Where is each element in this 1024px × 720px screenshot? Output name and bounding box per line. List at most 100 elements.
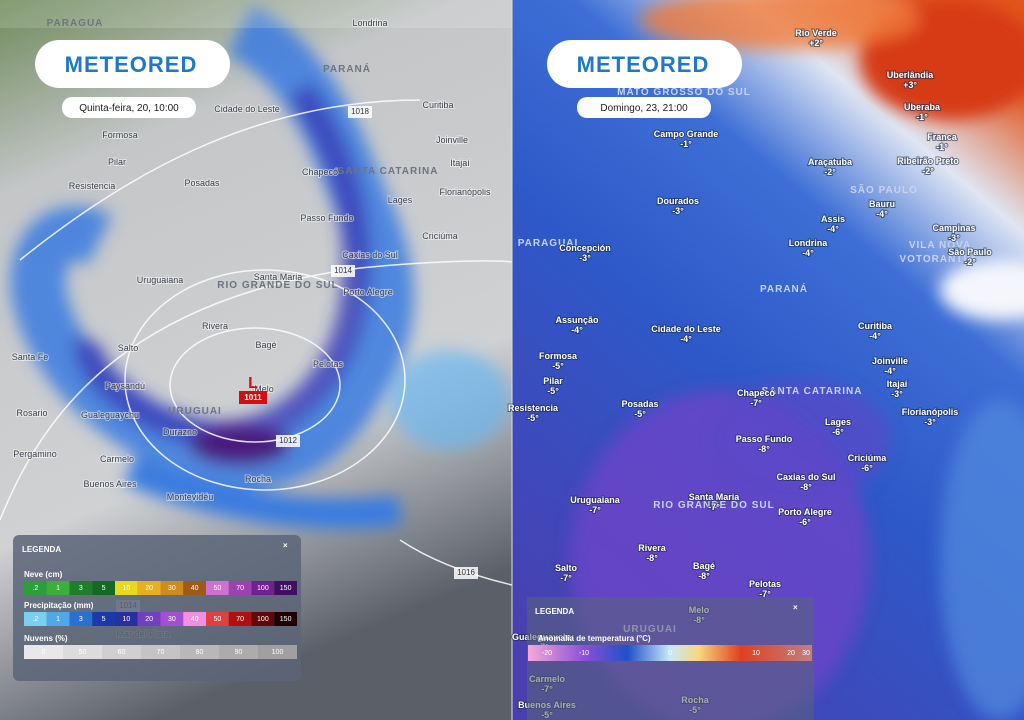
- place-temp: -7°: [589, 505, 601, 515]
- place-temp: -2°: [964, 257, 976, 267]
- labels: METEORED Quinta-feira, 20, 10:00 METEORED D…: [11, 17, 993, 720]
- place-label: Pergamino: [13, 449, 57, 459]
- place-label: Rocha: [245, 474, 271, 484]
- legend-swatch: [160, 581, 184, 595]
- place-label: Uruguaiana: [137, 275, 184, 285]
- place-label: Campinas: [932, 223, 975, 233]
- logo-box: [547, 40, 742, 88]
- isobar-tag: [454, 567, 478, 579]
- place-label: Uruguaiana: [570, 495, 621, 505]
- anomaly-field: [570, 0, 1024, 720]
- isobar-label: 1012: [279, 436, 297, 445]
- place-label: Pelotas: [749, 579, 781, 589]
- place-label: Dourados: [657, 196, 699, 206]
- legend-value: .2: [32, 585, 38, 592]
- place-temp: -3°: [579, 253, 591, 263]
- place-label: Itajaí: [887, 379, 908, 389]
- legend-swatch: [183, 612, 206, 626]
- legend-value: 70: [236, 585, 244, 592]
- place-temp: -6°: [799, 517, 811, 527]
- legend-value: 3: [79, 616, 83, 623]
- place-label: Bauru: [869, 199, 895, 209]
- date-pill: [62, 97, 196, 118]
- place-temp: -8°: [800, 482, 812, 492]
- legend-value: 30: [168, 585, 176, 592]
- place-temp: -6°: [861, 463, 873, 473]
- legend-swatch: [228, 581, 252, 595]
- date-pill: [577, 97, 711, 118]
- place-temp: -8°: [646, 553, 658, 563]
- place-temp: -5°: [527, 413, 539, 423]
- place-label: Londrina: [789, 238, 828, 248]
- place-temp: -2°: [824, 167, 836, 177]
- legend-value: 70: [236, 616, 244, 623]
- legend-swatch: [251, 581, 275, 595]
- isobar-label: 1014: [334, 266, 352, 275]
- legend-value: 1: [56, 585, 60, 592]
- place-label: Londrina: [352, 18, 387, 28]
- legend-gradient: [528, 645, 812, 661]
- place-label: Chapecó: [302, 167, 338, 177]
- place-label: Bagé: [693, 561, 715, 571]
- place-temp: -4°: [876, 209, 888, 219]
- legend-value: 100: [272, 649, 284, 656]
- region-label: RIO GRANDE DO SUL: [217, 280, 338, 291]
- place-temp: -4°: [884, 366, 896, 376]
- legend-swatch: [274, 612, 297, 626]
- place-label: Concepción: [559, 243, 611, 253]
- place-label: Ribeirão Preto: [897, 156, 959, 166]
- region-label: URUGUAI: [168, 406, 222, 417]
- legend-panel: [13, 535, 301, 681]
- legend-value: -20: [542, 650, 552, 657]
- place-label: Gualeguaychu: [81, 410, 139, 420]
- legend-swatch: [46, 612, 70, 626]
- place-label: Durazno: [163, 427, 197, 437]
- legend-value: 90: [235, 649, 243, 656]
- place-label: Araçatuba: [808, 157, 853, 167]
- place-temp: -1°: [916, 112, 928, 122]
- place-label: Buenos Aires: [83, 479, 137, 489]
- place-label: Curitiba: [422, 100, 453, 110]
- legend-title: LEGENDA: [535, 607, 574, 616]
- place-temp: -4°: [827, 224, 839, 234]
- legend-value: 5: [102, 616, 106, 623]
- legend-swatch: [102, 645, 141, 659]
- top-band: [0, 0, 512, 28]
- place-label: Santa Maria: [689, 492, 741, 502]
- legend-value: .2: [32, 616, 38, 623]
- place-label: São Paulo: [948, 247, 992, 257]
- region-label: PARANÁ: [760, 282, 808, 295]
- place-label: Santa Maria: [254, 272, 303, 282]
- place-label: Montevidéu: [167, 492, 214, 502]
- place-label: Bagé: [255, 340, 276, 350]
- place-label: Lages: [825, 417, 851, 427]
- low-tag: [239, 391, 267, 404]
- place-label: Assunção: [555, 315, 599, 325]
- legend-swatch: [258, 645, 297, 659]
- place-temp: -6°: [832, 427, 844, 437]
- place-label: Florianópolis: [439, 187, 491, 197]
- logo-box: [35, 40, 230, 88]
- place-label: Formosa: [102, 130, 138, 140]
- region-label: PARANÁ: [323, 62, 371, 75]
- place-label: Carmelo: [100, 454, 134, 464]
- region-label: MATO GROSSO DO SUL: [617, 87, 751, 98]
- region-label: VILA NOVA: [909, 240, 971, 251]
- legend-scale-title: Anomalia de temperatura (°C): [538, 634, 651, 643]
- legend-value: 150: [280, 585, 292, 592]
- legend-value: 10: [122, 585, 130, 592]
- legend-swatch: [69, 581, 93, 595]
- legend-swatch: [24, 581, 47, 595]
- place-temp: -3°: [891, 389, 903, 399]
- legend-value: 20: [145, 616, 153, 623]
- legend-swatch: [24, 645, 63, 659]
- isobar-tag: [276, 435, 300, 447]
- place-label: Posadas: [621, 399, 658, 409]
- legend-scale-title: Neve (cm): [24, 570, 63, 579]
- place-label: Resistencia: [508, 403, 559, 413]
- place-label: Porto Alegre: [778, 507, 832, 517]
- place-label: Pilar: [108, 157, 126, 167]
- region-label: VOTORANTIM: [899, 254, 976, 265]
- legend-swatch: [137, 612, 161, 626]
